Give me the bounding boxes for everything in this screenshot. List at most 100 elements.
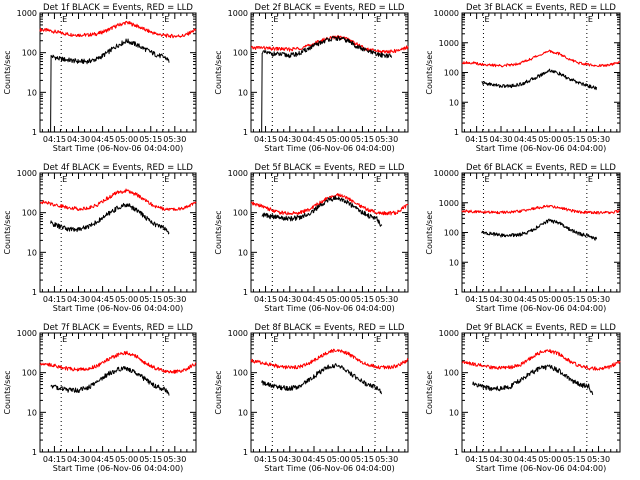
events-series-line	[481, 68, 598, 91]
x-tick-label: 05:00	[115, 455, 138, 464]
x-tick-label: 05:30	[163, 135, 186, 144]
y-tick-label: 1	[243, 288, 248, 297]
y-tick-label: 10	[27, 248, 37, 257]
x-tick-label: 05:15	[563, 135, 586, 144]
y-axis-label: Counts/sec	[214, 50, 223, 94]
x-tick-label: 05:15	[139, 295, 162, 304]
x-tick-label: 04:30	[278, 135, 301, 144]
lld-series-line	[250, 193, 409, 216]
x-tick-label: 04:15	[43, 455, 66, 464]
lld-series-line	[39, 350, 197, 374]
y-tick-label: 10	[449, 408, 459, 417]
y-axis-label: Counts/sec	[3, 370, 12, 414]
panel-title: Det 1f BLACK = Events, RED = LLD	[43, 3, 193, 13]
marker-label: E	[484, 335, 489, 344]
y-tick-label: 1000	[439, 199, 459, 208]
y-tick-label: 10	[238, 88, 248, 97]
x-tick-label: 04:15	[465, 455, 488, 464]
marker-label: E	[588, 335, 593, 344]
marker-label: E	[376, 15, 381, 24]
x-tick-label: 05:15	[563, 455, 586, 464]
marker-label: E	[62, 335, 67, 344]
x-tick-label: 04:30	[278, 455, 301, 464]
x-tick-label: 04:15	[254, 295, 277, 304]
y-axis-label: Counts/sec	[425, 370, 434, 414]
plot-frame	[39, 332, 197, 453]
marker-label: E	[376, 335, 381, 344]
plot-frame	[250, 12, 409, 133]
y-tick-label: 100	[233, 209, 248, 218]
x-tick-label: 05:00	[538, 455, 561, 464]
y-tick-label: 1000	[17, 9, 37, 18]
y-axis-label: Counts/sec	[3, 210, 12, 254]
x-axis-label: Start Time (06-Nov-06 04:04:00)	[53, 144, 183, 153]
marker-label: E	[588, 175, 593, 184]
lld-series-line	[39, 188, 197, 212]
panel-det-8f: Det 8f BLACK = Events, RED = LLD Counts/s…	[214, 323, 409, 473]
x-axis-label: Start Time (06-Nov-06 04:04:00)	[264, 304, 394, 313]
marker-label: E	[62, 175, 67, 184]
y-tick-label: 10	[27, 408, 37, 417]
y-tick-label: 10	[238, 408, 248, 417]
x-tick-label: 04:15	[465, 135, 488, 144]
x-tick-label: 04:15	[254, 135, 277, 144]
x-tick-label: 05:00	[115, 295, 138, 304]
x-tick-label: 05:15	[139, 135, 162, 144]
lld-series-line	[461, 348, 621, 371]
x-axis-label: Start Time (06-Nov-06 04:04:00)	[264, 144, 394, 153]
x-tick-label: 04:15	[465, 295, 488, 304]
x-tick-label: 05:30	[163, 455, 186, 464]
y-tick-label: 1	[454, 448, 459, 457]
x-tick-label: 04:45	[91, 135, 114, 144]
y-tick-label: 1	[32, 128, 37, 137]
events-series-line	[472, 364, 594, 395]
marker-label: E	[273, 15, 278, 24]
x-tick-label: 04:15	[254, 455, 277, 464]
y-tick-label: 1	[243, 128, 248, 137]
marker-label: E	[376, 175, 381, 184]
x-tick-label: 04:45	[514, 455, 537, 464]
panel-title: Det 8f BLACK = Events, RED = LLD	[255, 323, 405, 333]
y-tick-label: 100	[22, 369, 37, 378]
y-tick-label: 1	[454, 128, 459, 137]
x-tick-label: 05:30	[375, 455, 398, 464]
panel-det-6f: Det 6f BLACK = Events, RED = LLD Counts/s…	[425, 163, 621, 313]
plot-frame	[461, 332, 621, 453]
panel-det-1f: Det 1f BLACK = Events, RED = LLD Counts/s…	[3, 3, 197, 153]
y-tick-label: 1000	[228, 169, 248, 178]
x-tick-label: 05:30	[587, 295, 610, 304]
x-tick-label: 04:45	[91, 455, 114, 464]
marker-label: E	[62, 15, 67, 24]
x-tick-label: 04:30	[278, 295, 301, 304]
panel-title: Det 5f BLACK = Events, RED = LLD	[255, 163, 405, 173]
panel-det-5f: Det 5f BLACK = Events, RED = LLD Counts/s…	[214, 163, 409, 313]
x-tick-label: 05:15	[351, 455, 374, 464]
x-axis-label: Start Time (06-Nov-06 04:04:00)	[53, 304, 183, 313]
y-tick-label: 100	[233, 369, 248, 378]
x-tick-label: 04:15	[43, 295, 66, 304]
x-axis-label: Start Time (06-Nov-06 04:04:00)	[53, 464, 183, 473]
x-tick-label: 04:30	[489, 135, 512, 144]
y-axis-label: Counts/sec	[3, 50, 12, 94]
x-tick-label: 04:30	[67, 455, 90, 464]
y-tick-label: 10	[238, 248, 248, 257]
x-tick-label: 05:30	[375, 135, 398, 144]
y-tick-label: 100	[22, 49, 37, 58]
y-tick-label: 10	[449, 98, 459, 107]
plot-frame	[250, 172, 409, 293]
events-series-line	[261, 363, 382, 395]
y-tick-label: 1000	[17, 329, 37, 338]
y-tick-label: 100	[22, 209, 37, 218]
y-tick-label: 1000	[439, 329, 459, 338]
events-series-line	[50, 38, 170, 133]
y-tick-label: 1000	[439, 39, 459, 48]
y-tick-label: 100	[233, 49, 248, 58]
y-tick-label: 100	[444, 229, 459, 238]
panel-title: Det 7f BLACK = Events, RED = LLD	[43, 323, 193, 333]
x-tick-label: 04:30	[67, 295, 90, 304]
y-axis-label: Counts/sec	[425, 210, 434, 254]
marker-label: E	[484, 15, 489, 24]
x-tick-label: 04:45	[514, 295, 537, 304]
marker-label: E	[273, 335, 278, 344]
